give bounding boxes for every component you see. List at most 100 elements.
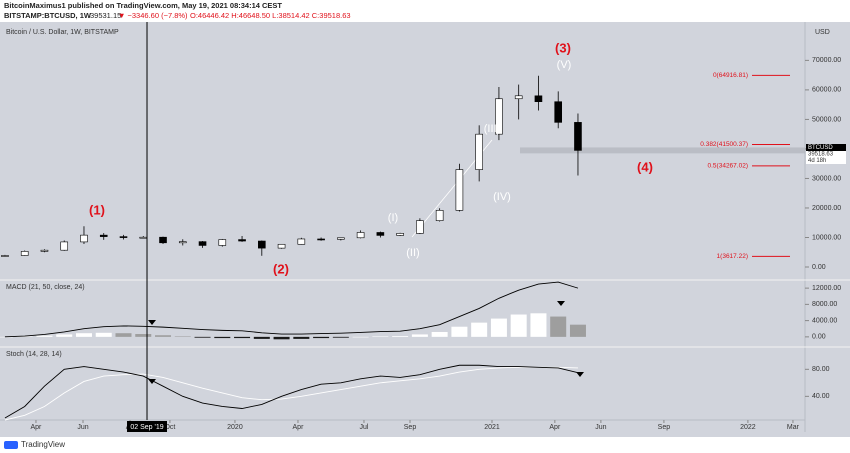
macd-histogram-bar — [16, 336, 33, 337]
candle-body — [20, 251, 29, 256]
x-tick-label: Sep — [658, 424, 671, 431]
candle-body — [475, 133, 483, 170]
candle-body — [495, 98, 503, 135]
tv-logo — [4, 441, 18, 449]
wave-label: (II) — [406, 247, 419, 259]
fib-label: 0(64916.81) — [713, 72, 748, 79]
macd-histogram-bar — [332, 336, 349, 338]
macd-histogram-bar — [313, 336, 330, 339]
wave-label: (I) — [388, 212, 398, 224]
ohlc: O:46446.42 H:46648.50 L:38514.42 C:39518… — [190, 11, 351, 20]
wave-label: (4) — [637, 159, 653, 174]
y-tick-label: 10000.00 — [812, 234, 841, 241]
x-tick-label: 2020 — [227, 424, 243, 431]
candle-body — [119, 236, 128, 238]
wave-label: (3) — [555, 40, 571, 55]
macd-histogram-bar — [174, 336, 191, 337]
macd-histogram-bar — [253, 336, 270, 339]
candle-body — [40, 249, 49, 252]
y-tick-label: 70000.00 — [812, 57, 841, 64]
x-tick-label: 2021 — [484, 424, 500, 431]
support-zone — [520, 147, 805, 154]
candle-body — [455, 169, 464, 211]
y-tick-label: 8000.00 — [812, 301, 837, 308]
macd-histogram-bar — [75, 333, 92, 337]
candle-body — [396, 233, 404, 236]
wave-label: (V) — [557, 59, 572, 71]
candle-body — [514, 95, 523, 100]
y-tick-label: 20000.00 — [812, 205, 841, 212]
price-label-symbol-bg — [806, 144, 846, 151]
macd-histogram-bar — [431, 331, 448, 337]
candle-body — [258, 240, 266, 249]
macd-histogram-bar — [510, 314, 527, 337]
footer-brand: TradingView — [21, 440, 65, 449]
x-tick-label: Jul — [359, 424, 368, 431]
price-label-countdown: 4d 18h — [808, 158, 826, 164]
y-tick-label: 50000.00 — [812, 116, 841, 123]
macd-histogram-bar — [352, 336, 369, 338]
x-tick-label: Apr — [549, 424, 561, 431]
macd-histogram-bar — [550, 316, 567, 337]
publisher: BitcoinMaximus1 published on TradingView… — [4, 1, 282, 10]
x-tick-label: Jun — [77, 424, 88, 431]
candle-body — [317, 238, 325, 241]
candle-body — [337, 237, 345, 240]
x-tick-label: Oct — [164, 424, 175, 431]
candle-body — [198, 241, 207, 246]
crosshair-label-bg — [127, 421, 168, 432]
candle-body — [218, 239, 227, 246]
stoch-title: Stoch (14, 28, 14) — [6, 351, 62, 358]
x-tick-label: Sep — [404, 424, 417, 431]
y-tick-label: 12000.00 — [812, 285, 841, 292]
macd-histogram-bar — [234, 336, 251, 339]
macd-histogram-bar — [569, 324, 586, 337]
macd-histogram-bar — [194, 336, 211, 338]
candle-body — [554, 101, 563, 123]
crosshair-label: 02 Sep '19 — [130, 424, 163, 431]
macd-histogram-bar — [490, 318, 507, 337]
macd-histogram-bar — [155, 335, 172, 337]
candle-body — [534, 95, 543, 103]
fib-label: 0.382(41500.37) — [700, 141, 748, 148]
y-tick-label: 40.00 — [812, 393, 830, 400]
x-tick-label: Apr — [31, 424, 43, 431]
footer-bg — [0, 437, 850, 453]
y-tick-label: 4000.00 — [812, 317, 837, 324]
macd-histogram-bar — [56, 334, 73, 337]
y-tick-label: 0.00 — [812, 334, 826, 341]
candle-body — [1, 255, 9, 257]
symbol: BITSTAMP:BTCUSD, 1W — [4, 11, 92, 20]
fib-label: 0.5(34267.02) — [708, 163, 748, 170]
candle-body — [297, 238, 306, 245]
macd-histogram-bar — [530, 313, 547, 337]
candle-body — [416, 220, 424, 234]
chart-bg — [0, 22, 850, 437]
candle-body — [574, 122, 582, 151]
stoch-k-line — [4, 364, 579, 419]
candle-body — [435, 210, 444, 221]
change: ▼ −3346.60 (−7.8%) — [118, 11, 188, 20]
macd-histogram-bar — [273, 336, 290, 340]
y-tick-label: 30000.00 — [812, 175, 841, 182]
currency: USD — [815, 29, 830, 36]
candle-body — [178, 241, 187, 244]
macd-histogram-bar — [411, 334, 428, 337]
wave-label: (IV) — [493, 191, 511, 203]
x-tick-label: Apr — [293, 424, 305, 431]
x-tick-label: 2022 — [740, 424, 756, 431]
macd-histogram-bar — [135, 334, 152, 337]
candle-body — [139, 236, 148, 239]
candle-body — [99, 234, 108, 237]
macd-histogram-bar — [471, 322, 488, 337]
macd-histogram-bar — [392, 336, 409, 337]
y-tick-label: 0.00 — [812, 264, 826, 271]
macd-histogram-bar — [95, 332, 112, 337]
wave-label: (1) — [89, 202, 105, 217]
fib-label: 1(3617.22) — [717, 253, 748, 260]
macd-title: MACD (21, 50, close, 24) — [6, 284, 85, 291]
macd-histogram-bar — [293, 336, 310, 339]
x-tick-label: Jun — [595, 424, 606, 431]
chart-title: Bitcoin / U.S. Dollar, 1W, BITSTAMP — [6, 29, 119, 36]
